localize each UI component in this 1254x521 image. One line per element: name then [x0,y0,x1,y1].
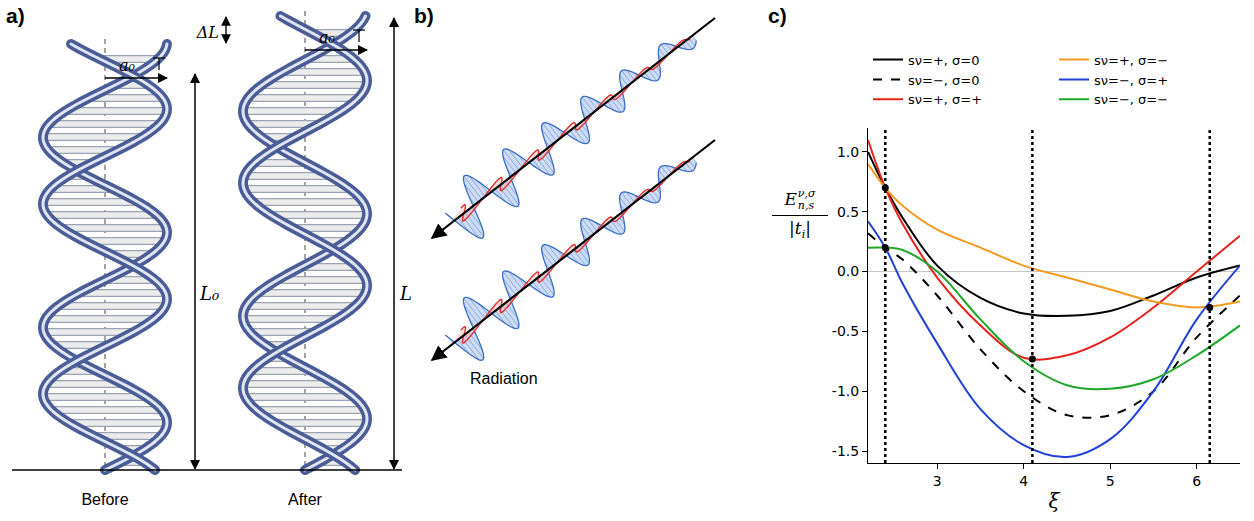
svg-text:sν=+, σ=+: sν=+, σ=+ [908,92,982,107]
svg-text:-0.5: -0.5 [832,323,859,339]
svg-text:4: 4 [1019,473,1028,489]
svg-text:a₀: a₀ [319,28,336,47]
html-text:b): b) [414,4,434,27]
svg-text:Before: Before [81,491,128,508]
svg-text:5: 5 [1106,473,1115,489]
html-text:|ti|: |ti| [789,218,811,242]
svg-text:6: 6 [1192,473,1201,489]
svg-text:sν=−, σ=−: sν=−, σ=− [1094,92,1168,107]
svg-text:Radiation: Radiation [470,370,538,387]
svg-text:sν=−, σ=+: sν=−, σ=+ [1094,73,1168,88]
html-text:a): a) [6,4,25,27]
svg-text:sν=−, σ=0: sν=−, σ=0 [908,73,980,88]
svg-text:0.0: 0.0 [837,263,859,279]
svg-text:L₀: L₀ [199,283,219,304]
svg-text:ΔL: ΔL [196,23,219,42]
svg-text:0.5: 0.5 [837,204,859,220]
svg-text:1.0: 1.0 [837,144,859,160]
svg-text:-1.0: -1.0 [832,383,859,399]
svg-text:After: After [288,491,322,508]
svg-text:-1.5: -1.5 [832,443,859,459]
svg-text:sν=+, σ=0: sν=+, σ=0 [908,53,980,68]
html-text:c): c) [768,4,787,27]
html-text:Eν,σ: Eν,σ [784,187,816,209]
html-text:n,s: n,s [797,199,815,212]
svg-text:3: 3 [933,473,942,489]
svg-text:a₀: a₀ [119,56,136,75]
svg-text:L: L [399,283,412,304]
svg-text:sν=+, σ=−: sν=+, σ=− [1094,53,1168,68]
svg-text:ξ: ξ [1048,489,1060,513]
